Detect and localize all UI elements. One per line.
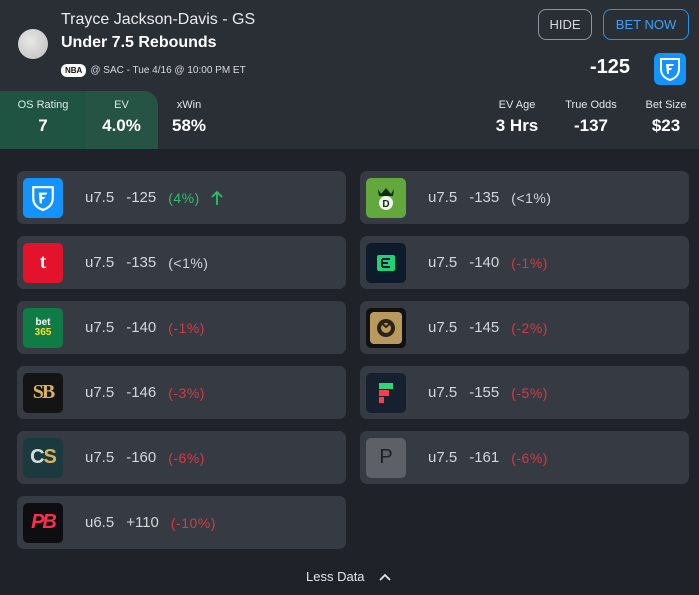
book-odds: -146	[126, 384, 157, 401]
book-odds: -135	[126, 254, 157, 271]
book-odds: -160	[126, 449, 157, 466]
player-name: Trayce Jackson-Davis - GS	[61, 11, 256, 28]
book-ev: (-6%)	[168, 449, 205, 466]
book-line: u7.5	[85, 384, 115, 401]
book-row-fanduel[interactable]: u7.5 -125 (4%)	[17, 171, 346, 224]
book-line: u7.5	[428, 254, 458, 271]
superbook-icon: SB	[23, 372, 63, 413]
book-line: u7.5	[85, 319, 115, 336]
book-row-fliff[interactable]: u7.5 -155 (-5%)	[360, 366, 689, 419]
hide-button[interactable]: HIDE	[538, 9, 592, 40]
stat-label: Bet Size	[645, 99, 687, 111]
less-data-toggle[interactable]: Less Data	[306, 569, 391, 584]
book-ev: (-1%)	[511, 254, 548, 271]
book-ev: (-2%)	[511, 319, 548, 336]
ev-bg	[85, 91, 158, 149]
book-row-caesars[interactable]: CS u7.5 -160 (-6%)	[17, 431, 346, 484]
book-ev: (-6%)	[511, 449, 548, 466]
book-line: u7.5	[85, 254, 115, 271]
pointsbet-p-icon: P	[366, 437, 406, 478]
stat-value: 3 Hrs	[495, 116, 539, 135]
book-odds: -140	[126, 319, 157, 336]
svg-text:D: D	[382, 199, 389, 210]
book-odds: -161	[469, 449, 500, 466]
book-row-draftkings[interactable]: D u7.5 -135 (<1%)	[360, 171, 689, 224]
stats-bar: OS Rating 7 EV 4.0% xWin 58% EV Age 3 Hr…	[0, 91, 699, 149]
stat-label: OS Rating	[17, 99, 69, 111]
book-odds: -125	[126, 189, 157, 206]
game-info: @ SAC - Tue 4/16 @ 10:00 PM ET	[90, 65, 246, 76]
book-row-prizepicks[interactable]: PB u6.5 +110 (-10%)	[17, 496, 346, 549]
less-data-label: Less Data	[306, 569, 365, 584]
book-line: u7.5	[85, 189, 115, 206]
stat-true-odds: True Odds -137	[560, 99, 622, 136]
stat-bet-size: Bet Size $23	[636, 99, 696, 136]
book-line: u7.5	[85, 449, 115, 466]
stat-label: xWin	[176, 99, 202, 111]
caesars-icon: CS	[23, 437, 63, 478]
book-row-p[interactable]: P u7.5 -161 (-6%)	[360, 431, 689, 484]
book-line: u7.5	[428, 319, 458, 336]
book-row-espnbet[interactable]: u7.5 -140 (-1%)	[360, 236, 689, 289]
book-line: u6.5	[85, 514, 115, 531]
arrow-up-icon	[211, 190, 223, 205]
league-badge: NBA	[61, 64, 87, 77]
betmgm-icon	[366, 307, 406, 348]
chevron-up-icon	[378, 573, 391, 581]
stat-os-rating: OS Rating 7	[5, 99, 81, 136]
best-odds: -125	[590, 56, 631, 78]
book-ev: (-1%)	[168, 319, 205, 336]
player-avatar	[18, 29, 48, 59]
tipico-icon: t	[23, 242, 63, 283]
book-odds: -140	[469, 254, 500, 271]
game-meta: NBA @ SAC - Tue 4/16 @ 10:00 PM ET	[61, 64, 246, 77]
book-ev: (<1%)	[511, 189, 552, 206]
stat-value: -137	[573, 116, 609, 135]
book-row-tipico[interactable]: t u7.5 -135 (<1%)	[17, 236, 346, 289]
stat-value: 7	[38, 116, 48, 135]
stat-label: EV Age	[498, 99, 536, 111]
market-title: Under 7.5 Rebounds	[61, 34, 217, 51]
book-line: u7.5	[428, 384, 458, 401]
book-odds: -145	[469, 319, 500, 336]
stat-ev-age: EV Age 3 Hrs	[489, 99, 545, 136]
stat-xwin: xWin 58%	[160, 99, 218, 136]
book-odds: -155	[469, 384, 500, 401]
book-odds: +110	[126, 514, 159, 531]
book-row-betmgm[interactable]: u7.5 -145 (-2%)	[360, 301, 689, 354]
bet365-icon: bet 365	[23, 307, 63, 348]
book-row-superbook[interactable]: SB u7.5 -146 (-3%)	[17, 366, 346, 419]
fanduel-icon	[23, 177, 63, 218]
bet-now-button[interactable]: BET NOW	[603, 9, 689, 40]
draftkings-icon: D	[366, 177, 406, 218]
book-letter: P	[379, 446, 393, 468]
fanduel-icon[interactable]	[654, 53, 686, 85]
espnbet-icon	[366, 242, 406, 283]
fliff-icon	[366, 372, 406, 413]
book-row-bet365[interactable]: bet 365 u7.5 -140 (-1%)	[17, 301, 346, 354]
stat-value: $23	[651, 116, 681, 135]
stat-value: 4.0%	[102, 116, 141, 135]
book-ev: (-3%)	[168, 384, 205, 401]
book-odds: -135	[469, 189, 500, 206]
book-line: u7.5	[428, 189, 458, 206]
book-ev: (<1%)	[168, 254, 209, 271]
stat-label: EV	[114, 99, 129, 111]
stat-label: True Odds	[565, 99, 617, 111]
book-line: u7.5	[428, 449, 458, 466]
stat-value: 58%	[171, 116, 207, 135]
stat-ev: EV 4.0%	[85, 99, 158, 136]
bet-header: Trayce Jackson-Davis - GS Under 7.5 Rebo…	[0, 0, 699, 91]
book-ev: (-5%)	[511, 384, 548, 401]
book-ev: (-10%)	[170, 514, 216, 531]
os-rating-bg	[0, 91, 85, 149]
book-ev: (4%)	[168, 189, 200, 206]
prizepicks-icon: PB	[23, 502, 63, 543]
